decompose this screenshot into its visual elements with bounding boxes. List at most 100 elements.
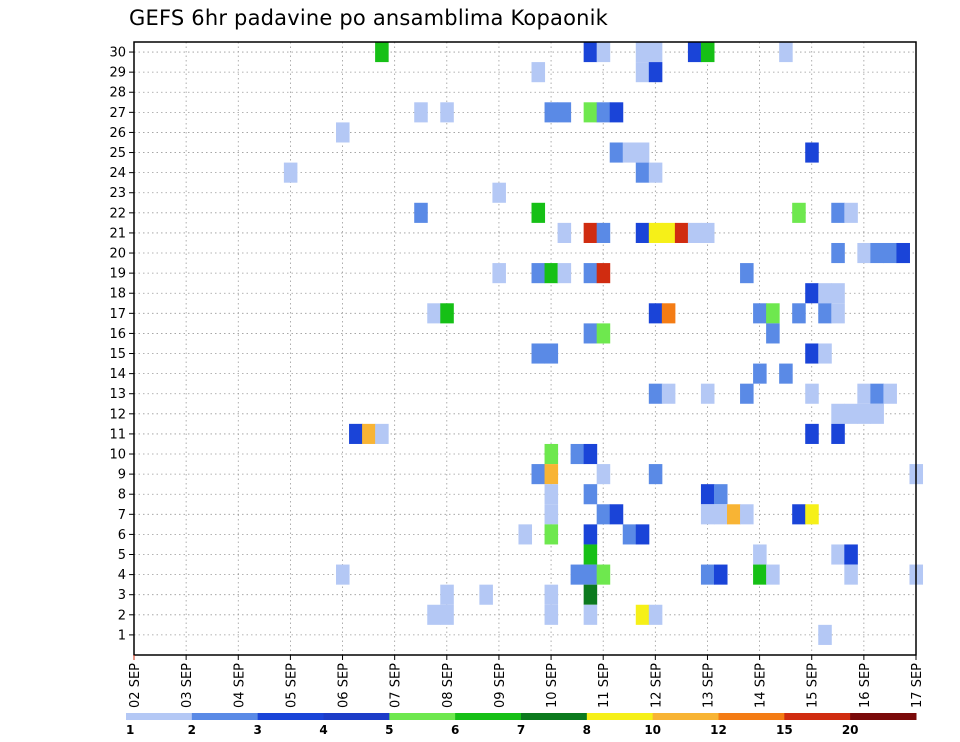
x-tick-label: 13 SEP [701,663,716,708]
x-tick-label: 12 SEP [649,663,664,708]
heatmap-cell [492,263,506,284]
heatmap-cell [753,303,767,324]
heatmap-cell [805,423,819,444]
y-tick-label: 6 [118,528,126,543]
y-tick-label: 2 [118,608,126,623]
heatmap-cell [648,303,663,324]
heatmap-cell [596,464,611,485]
heatmap-cell [531,343,546,364]
heatmap-cell [570,443,585,465]
heatmap-cell [700,222,715,243]
heatmap-cell [648,162,663,183]
heatmap-cell [870,383,884,404]
heatmap-cell [818,624,832,645]
heatmap-cell [544,604,559,625]
legend-label: 8 [583,723,591,737]
heatmap-cell [531,62,546,83]
heatmap-cell [831,303,845,324]
heatmap-cell [648,42,663,63]
legend-swatch [850,713,917,720]
heatmap-cell [583,564,598,585]
heatmap-cell [583,524,598,545]
heatmap-cell [648,222,663,243]
heatmap-cell [583,263,598,284]
legend-swatch [521,713,588,720]
legend-label: 6 [451,723,459,737]
legend-swatch [586,713,654,720]
legend-swatch [652,713,719,720]
x-tick-label: 02 SEP [128,663,143,708]
heatmap-cell [531,464,546,485]
legend-swatch [455,713,522,720]
heatmap-cell [596,263,611,284]
y-tick-label: 29 [109,66,126,81]
x-tick-label: 15 SEP [806,663,821,708]
heatmap-cell [375,423,389,444]
heatmap-cell [818,343,832,364]
y-tick-label: 5 [118,548,126,563]
heatmap-cell [492,182,506,203]
heatmap-cell [740,383,754,404]
heatmap-cell [583,604,598,625]
heatmap-cell [596,102,611,123]
heatmap-cell [609,504,624,525]
heatmap-cell [661,222,676,243]
heatmap-cell [622,524,637,545]
heatmap-cell [557,102,572,123]
heatmap-cell [870,242,884,264]
heatmap-cell [870,403,884,424]
heatmap-cell [792,303,806,324]
y-tick-label: 7 [118,508,126,523]
heatmap-cell [700,504,715,525]
heatmap-cell [609,142,624,163]
legend-label: 10 [644,723,661,737]
plot-area [134,42,916,655]
heatmap-cell [622,142,637,163]
heatmap-cell [544,504,559,525]
y-tick-label: 3 [118,588,126,603]
legend-swatch [126,713,193,720]
heatmap-cell [805,343,819,364]
legend-swatch [323,713,390,720]
x-tick-label: 16 SEP [858,663,873,708]
heatmap-cell [700,484,715,505]
y-tick-label: 13 [109,387,126,402]
heatmap-cell [661,383,676,404]
heatmap-cell [831,242,845,264]
y-tick-label: 15 [109,347,126,362]
heatmap-cell [427,303,441,324]
x-tick-label: 09 SEP [493,663,508,708]
heatmap-cell [727,504,741,525]
x-tick-label: 14 SEP [754,663,769,708]
legend-swatch [784,713,851,720]
heatmap-cell [544,263,559,284]
heatmap-cell [283,162,298,183]
heatmap-cell [753,544,767,565]
heatmap-cell [635,142,650,163]
heatmap-cell [583,323,598,344]
heatmap-cell [544,443,559,465]
legend-label: 5 [385,723,393,737]
legend-swatch [389,713,456,720]
y-tick-label: 21 [109,226,126,241]
heatmap-cell [544,102,559,123]
heatmap-cell [557,263,572,284]
y-tick-label: 27 [109,106,126,121]
heatmap-cell [766,303,780,324]
heatmap-cell [766,323,780,344]
y-tick-label: 12 [109,407,126,422]
heatmap-cell [831,423,845,444]
heatmap-cell [700,42,715,63]
y-tick-label: 30 [109,46,126,61]
heatmap-cell [635,42,650,63]
x-tick-label: 11 SEP [597,663,612,708]
legend-label: 20 [842,723,859,737]
heatmap-cell [635,222,650,243]
heatmap-cell [414,102,428,123]
heatmap-cell [792,504,806,525]
chart-title: GEFS 6hr padavine po ansamblima Kopaonik [129,6,609,30]
heatmap-cell [596,323,611,344]
legend-label: 2 [188,723,196,737]
x-tick-label: 10 SEP [545,663,560,708]
heatmap-cell [635,162,650,183]
